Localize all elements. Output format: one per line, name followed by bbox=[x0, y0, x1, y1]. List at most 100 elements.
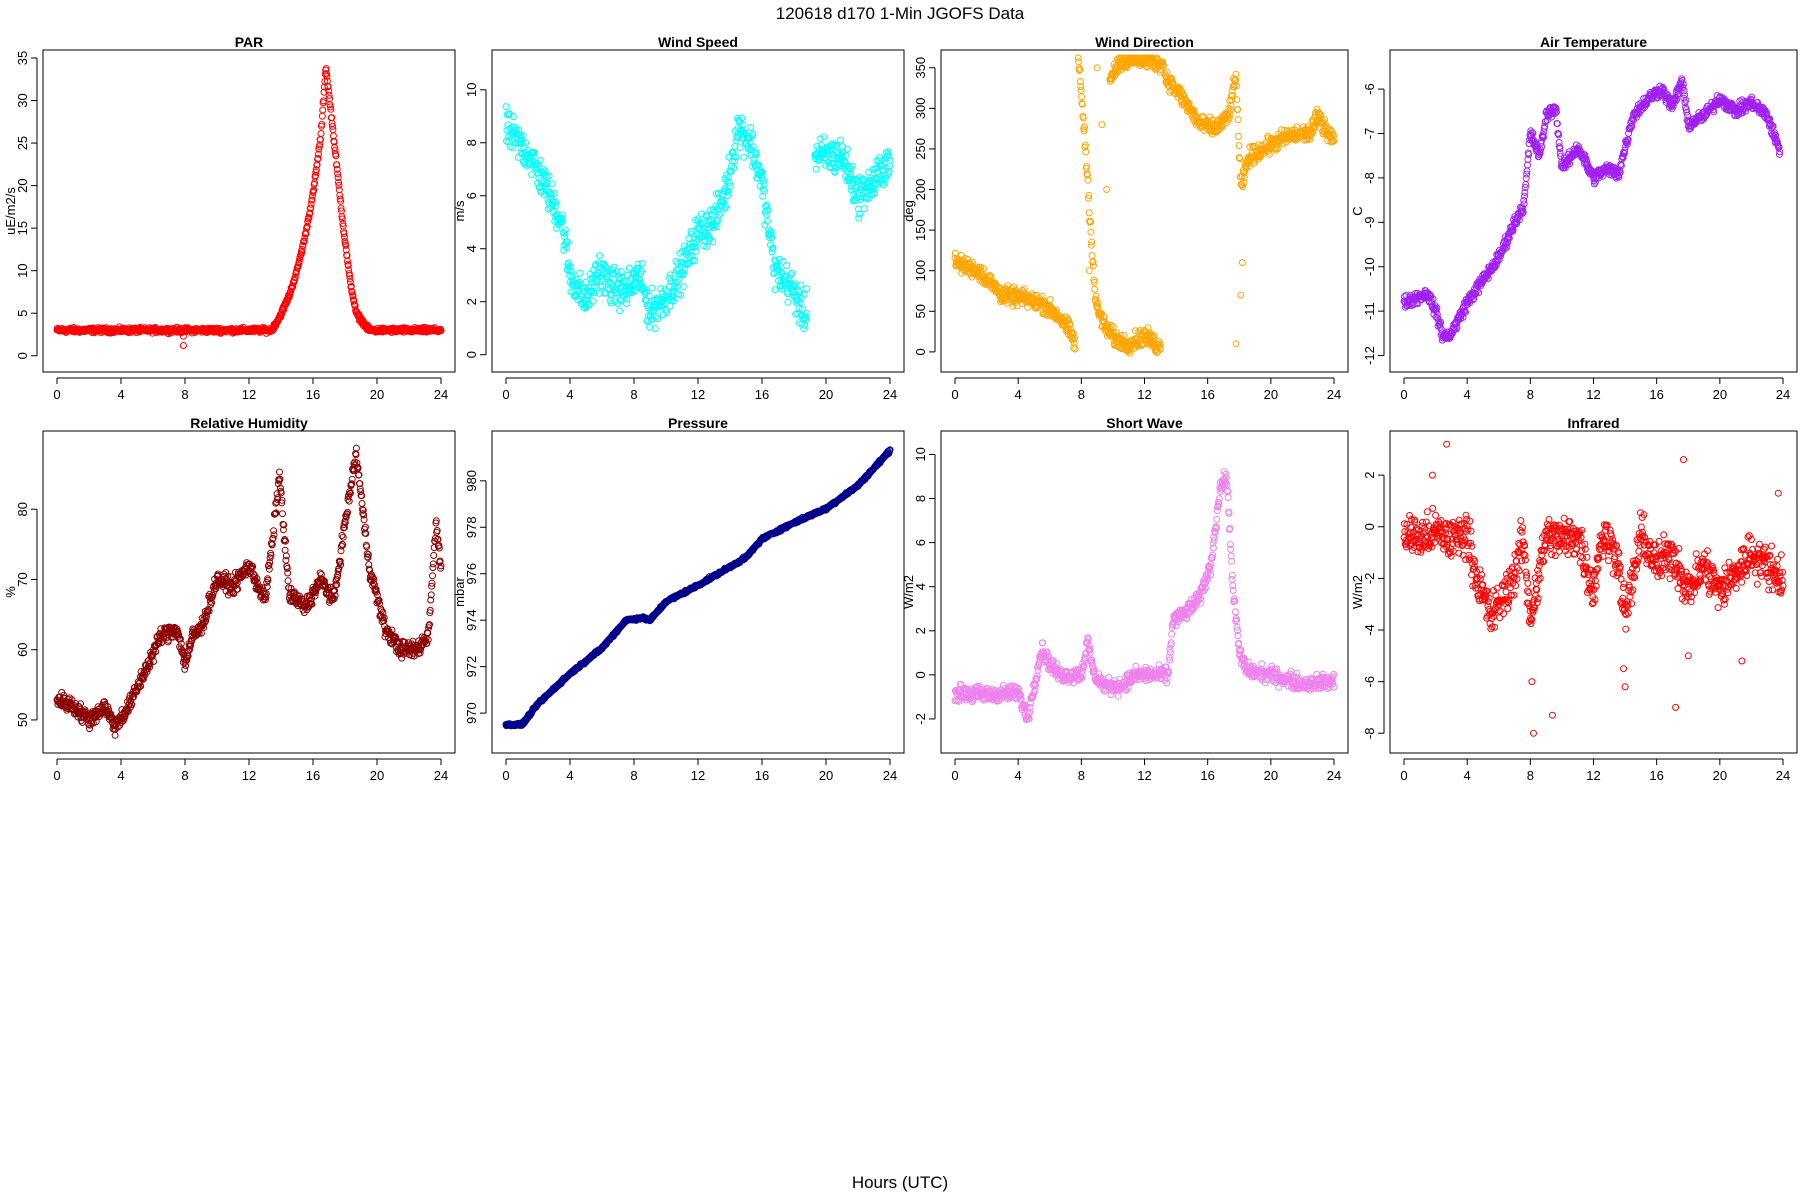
data-point bbox=[1087, 241, 1095, 249]
plot-frame bbox=[940, 49, 1349, 373]
data-point bbox=[669, 297, 677, 305]
data-point bbox=[691, 243, 699, 251]
data-point bbox=[645, 292, 653, 300]
data-point bbox=[1071, 345, 1079, 353]
data-point bbox=[705, 217, 712, 225]
data-point bbox=[709, 238, 717, 246]
data-point bbox=[800, 325, 808, 333]
y-tick-label: 10 bbox=[15, 263, 30, 277]
data-point bbox=[1235, 142, 1243, 149]
data-point bbox=[784, 298, 792, 306]
data-point bbox=[331, 147, 339, 154]
data-point bbox=[284, 577, 292, 585]
data-point bbox=[314, 154, 322, 162]
data-point bbox=[1030, 291, 1038, 299]
data-point bbox=[764, 206, 772, 214]
data-point bbox=[1087, 228, 1095, 236]
data-point bbox=[565, 266, 573, 274]
data-point bbox=[760, 180, 768, 188]
data-points bbox=[502, 446, 894, 730]
data-point bbox=[327, 105, 335, 113]
y-tick-label: 70 bbox=[15, 572, 30, 586]
data-point bbox=[530, 149, 538, 157]
data-point bbox=[652, 313, 660, 321]
data-point bbox=[1235, 132, 1242, 140]
data-point bbox=[541, 171, 549, 179]
data-point bbox=[300, 237, 308, 245]
x-tick-label: 16 bbox=[306, 768, 320, 783]
x-axis: 0 4 8 12 16 20 24 bbox=[1400, 377, 1790, 402]
x-tick-label: 0 bbox=[502, 387, 509, 402]
data-point bbox=[358, 500, 366, 507]
data-point bbox=[853, 194, 861, 202]
data-point bbox=[680, 269, 688, 277]
data-point bbox=[558, 211, 566, 219]
data-point bbox=[1081, 141, 1089, 149]
data-point bbox=[610, 270, 618, 278]
data-point bbox=[779, 257, 787, 265]
data-point bbox=[306, 209, 314, 217]
data-point bbox=[820, 133, 828, 141]
data-point bbox=[346, 275, 354, 283]
y-tick-label: -7 bbox=[1362, 128, 1377, 140]
data-point bbox=[725, 179, 733, 187]
panel-title: Wind Speed bbox=[658, 34, 738, 50]
y-tick-label: 300 bbox=[913, 97, 928, 119]
y-tick-label: 35 bbox=[15, 51, 30, 65]
data-point bbox=[1085, 192, 1093, 199]
data-point bbox=[876, 154, 884, 162]
data-point bbox=[648, 284, 656, 292]
data-point bbox=[564, 259, 572, 267]
y-tick-label: 50 bbox=[15, 713, 30, 727]
plot-frame bbox=[491, 49, 905, 373]
data-point bbox=[732, 153, 740, 161]
data-points bbox=[1400, 75, 1784, 344]
data-point bbox=[1080, 127, 1088, 135]
data-point bbox=[305, 214, 313, 222]
data-point bbox=[282, 552, 290, 560]
data-point bbox=[312, 168, 320, 176]
data-point bbox=[1087, 218, 1094, 226]
data-point bbox=[324, 83, 332, 91]
data-point bbox=[1110, 329, 1118, 337]
data-point bbox=[111, 731, 119, 739]
x-tick-label: 12 bbox=[1137, 387, 1151, 402]
data-points bbox=[53, 65, 445, 349]
data-point bbox=[821, 154, 829, 162]
data-point bbox=[542, 184, 550, 192]
data-point bbox=[604, 285, 612, 293]
x-tick-label: 20 bbox=[370, 387, 384, 402]
data-point bbox=[298, 249, 306, 257]
data-point bbox=[1234, 116, 1242, 124]
data-point bbox=[638, 260, 646, 267]
data-point bbox=[878, 161, 885, 169]
x-tick-label: 12 bbox=[1586, 387, 1600, 402]
data-points bbox=[53, 444, 445, 739]
x-tick-label: 24 bbox=[1776, 387, 1790, 402]
data-point bbox=[304, 218, 312, 225]
data-point bbox=[986, 271, 994, 279]
data-point bbox=[519, 132, 527, 140]
y-tick-label: 80 bbox=[15, 502, 30, 516]
data-point bbox=[829, 159, 837, 167]
data-point bbox=[561, 233, 568, 241]
data-point bbox=[814, 157, 822, 165]
data-point bbox=[760, 177, 768, 185]
y-tick-label: -11 bbox=[1362, 302, 1377, 320]
x-tick-label: 16 bbox=[1200, 387, 1214, 402]
data-point bbox=[612, 289, 620, 297]
data-point bbox=[332, 152, 340, 160]
data-point bbox=[749, 130, 757, 138]
data-point bbox=[1089, 262, 1097, 269]
data-point bbox=[1078, 93, 1086, 101]
data-point bbox=[350, 297, 358, 305]
x-tick-label: 24 bbox=[883, 387, 897, 402]
data-point bbox=[340, 230, 348, 238]
data-point bbox=[757, 169, 765, 177]
data-point bbox=[637, 267, 645, 275]
x-tick-label: 8 bbox=[630, 387, 637, 402]
x-tick-label: 24 bbox=[434, 768, 448, 783]
data-point bbox=[1076, 66, 1084, 74]
